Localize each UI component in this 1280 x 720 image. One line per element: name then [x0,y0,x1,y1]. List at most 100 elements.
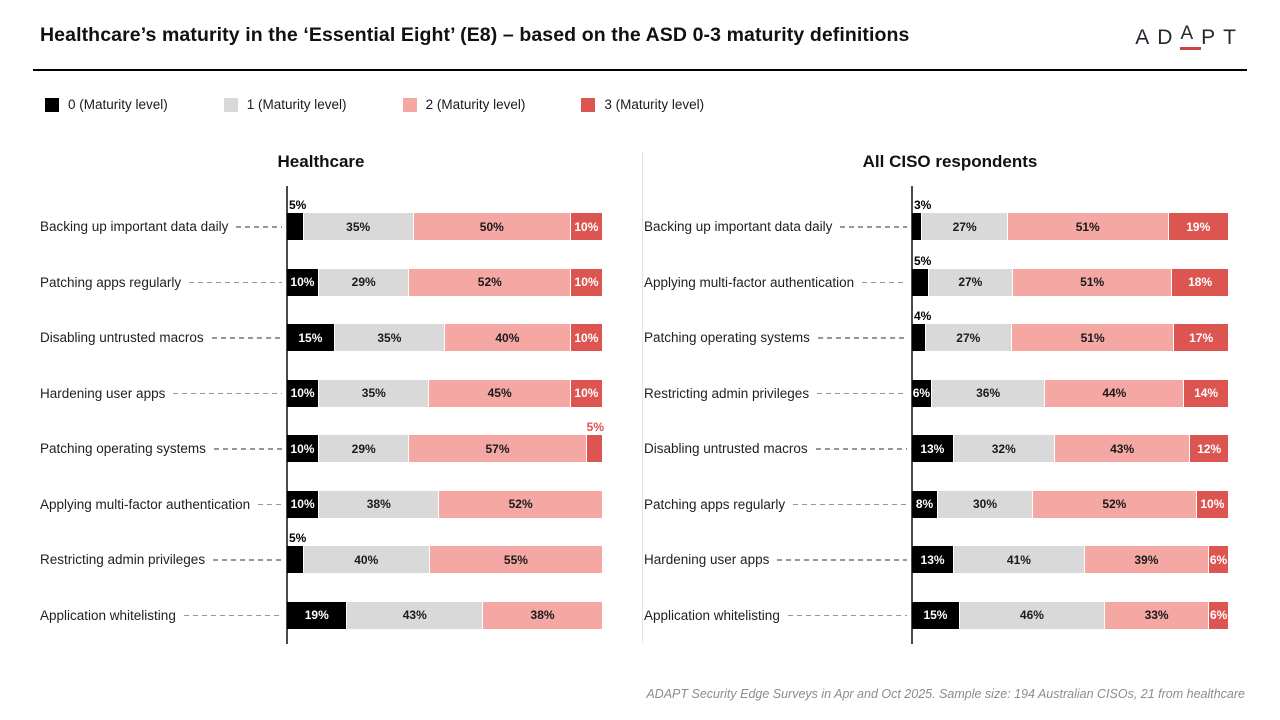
category-label: Applying multi-factor authentication [644,274,855,290]
bar-cell: 5% 40% 55% [287,531,603,574]
bar-segment-maturity-1: 38% [319,490,439,518]
bar-segment-maturity-0: 15% [912,601,959,629]
legend-label: 3 (Maturity level) [604,97,705,112]
bar-segment-maturity-0: 8% [912,490,938,518]
segment-value-label: 40% [495,330,520,345]
segment-value-label: 51% [1080,330,1105,345]
segment-value-label: 19% [1186,219,1211,234]
chart-rows-all-ciso: Backing up important data daily 3% 27% 51% 1… [644,186,1229,644]
stacked-bar: 27% 51% 17% [912,324,1228,352]
segment-value-label: 30% [972,497,998,512]
segment-value-label: 10% [574,330,599,345]
bar-segment-maturity-3 [586,435,602,463]
segment-value-label: 45% [487,386,512,401]
stacked-bar: 13% 32% 43% 12% [912,435,1228,463]
chart-title-healthcare: Healthcare [277,152,365,171]
segment-value-label: 29% [351,441,376,456]
segment-value-label: 6% [1209,608,1228,623]
bar-segment-maturity-0: 6% [912,379,931,407]
category-label: Patching operating systems [644,330,810,346]
dashed-leader-line [183,614,282,616]
category-label-cell: Disabling untrusted macros [40,330,287,345]
bar-cell: 3% 27% 51% 19% [912,198,1228,241]
dashed-leader-line [189,281,282,283]
chart-panel-healthcare: Healthcare Backing up important data dai… [40,152,604,644]
chart-row: Hardening user apps 13% 41% 39% 6% [644,532,1228,588]
bar-cell: 19% 43% 38% [287,601,602,629]
chart-row: Backing up important data daily 5% 35% 50% 1… [40,198,602,255]
chart-row: Patching apps regularly 8% 30% 52% 10% [644,477,1229,533]
chart-row: Restricting admin privileges 6% 36% 44% 14% [644,366,1228,422]
segment-value-label: 55% [503,552,528,567]
legend-swatch-icon [581,97,596,112]
segment-value-label: 51% [1080,275,1105,290]
chart-rows-healthcare: Backing up important data daily 5% 35% 50% 1… [40,186,604,644]
stacked-bar: 6% 36% 44% 14% [912,379,1228,407]
bar-segment-maturity-1: 30% [938,490,1032,518]
dashed-leader-line [213,448,282,450]
bar-segment-maturity-3: 12% [1190,435,1228,463]
bar-segment-maturity-2: 45% [429,379,570,407]
bar-cell: 10% 29% 52% 10% [287,268,602,296]
category-label-cell: Disabling untrusted macros [644,441,912,456]
bar-segment-maturity-0: 13% [912,435,953,463]
logo-accent-letter: A [1180,23,1202,50]
category-label-cell: Patching apps regularly [644,497,912,512]
stacked-bar: 10% 38% 52% [287,490,602,518]
bar-cell: 5% 35% 50% 10% [287,198,602,241]
bar-segment-maturity-0 [287,213,303,241]
category-label-cell: Hardening user apps [40,386,287,401]
category-label-cell: Restricting admin privileges [40,552,287,567]
segment-value-label: 51% [1075,219,1100,234]
bar-segment-maturity-3: 10% [570,213,602,241]
logo-suffix: PT [1201,26,1244,49]
category-label: Hardening user apps [644,552,770,568]
stacked-bar: 27% 51% 19% [912,213,1228,241]
chart-row: Backing up important data daily 3% 27% 51% 1… [644,198,1228,255]
category-label: Disabling untrusted macros [40,330,204,346]
bar-cell: 13% 41% 39% 6% [912,546,1228,574]
category-label: Backing up important data daily [40,219,229,235]
bar-segment-maturity-3: 19% [1168,213,1228,241]
bar-cell: 8% 30% 52% 10% [912,490,1229,518]
bar-segment-maturity-1: 32% [953,435,1054,463]
stacked-bar: 19% 43% 38% [287,601,602,629]
chart-row: Disabling untrusted macros 15% 35% 40% 10% [40,310,602,366]
segment-value-label: 10% [290,275,315,290]
bar-segment-maturity-1: 29% [318,435,409,463]
bar-segment-maturity-1: 27% [922,213,1007,241]
bar-segment-maturity-0 [912,324,925,352]
bar-segment-maturity-0: 15% [287,324,334,352]
page-title: Healthcare’s maturity in the ‘Essential … [40,24,910,46]
category-label: Application whitelisting [40,607,176,623]
category-label: Restricting admin privileges [644,385,810,401]
category-label: Restricting admin privileges [40,552,206,568]
bar-segment-maturity-2: 55% [429,546,603,574]
chart-row: Applying multi-factor authentication 10% 3… [40,477,602,533]
category-label: Disabling untrusted macros [644,441,808,457]
legend-swatch-icon [45,97,59,112]
dashed-leader-line [862,281,907,283]
category-label-cell: Application whitelisting [644,608,912,623]
category-label: Applying multi-factor authentication [40,496,251,512]
category-label: Patching apps regularly [644,496,786,512]
category-label: Patching apps regularly [40,274,182,290]
segment-value-label: 10% [574,219,599,234]
legend-label: 1 (Maturity level) [246,97,347,112]
bar-segment-maturity-2: 43% [1054,435,1190,463]
dashed-leader-line [173,392,282,394]
chart-row: Patching operating systems 4% 27% 51% 17% [644,309,1228,366]
logo-prefix: AD [1135,26,1181,49]
dashed-leader-line [793,503,907,505]
dashed-leader-line [787,614,907,616]
bar-segment-maturity-2: 51% [1012,324,1174,352]
bar-segment-maturity-1: 41% [954,546,1084,574]
bar-segment-maturity-1: 40% [303,546,429,574]
dashed-leader-line [817,337,907,339]
bar-segment-maturity-2: 57% [409,435,586,463]
bar-segment-maturity-3: 18% [1172,268,1228,296]
bar-cell: 13% 32% 43% 12% [912,435,1228,463]
dashed-leader-line [817,392,907,394]
category-label: Patching operating systems [40,441,206,457]
bar-cell: 6% 36% 44% 14% [912,379,1228,407]
